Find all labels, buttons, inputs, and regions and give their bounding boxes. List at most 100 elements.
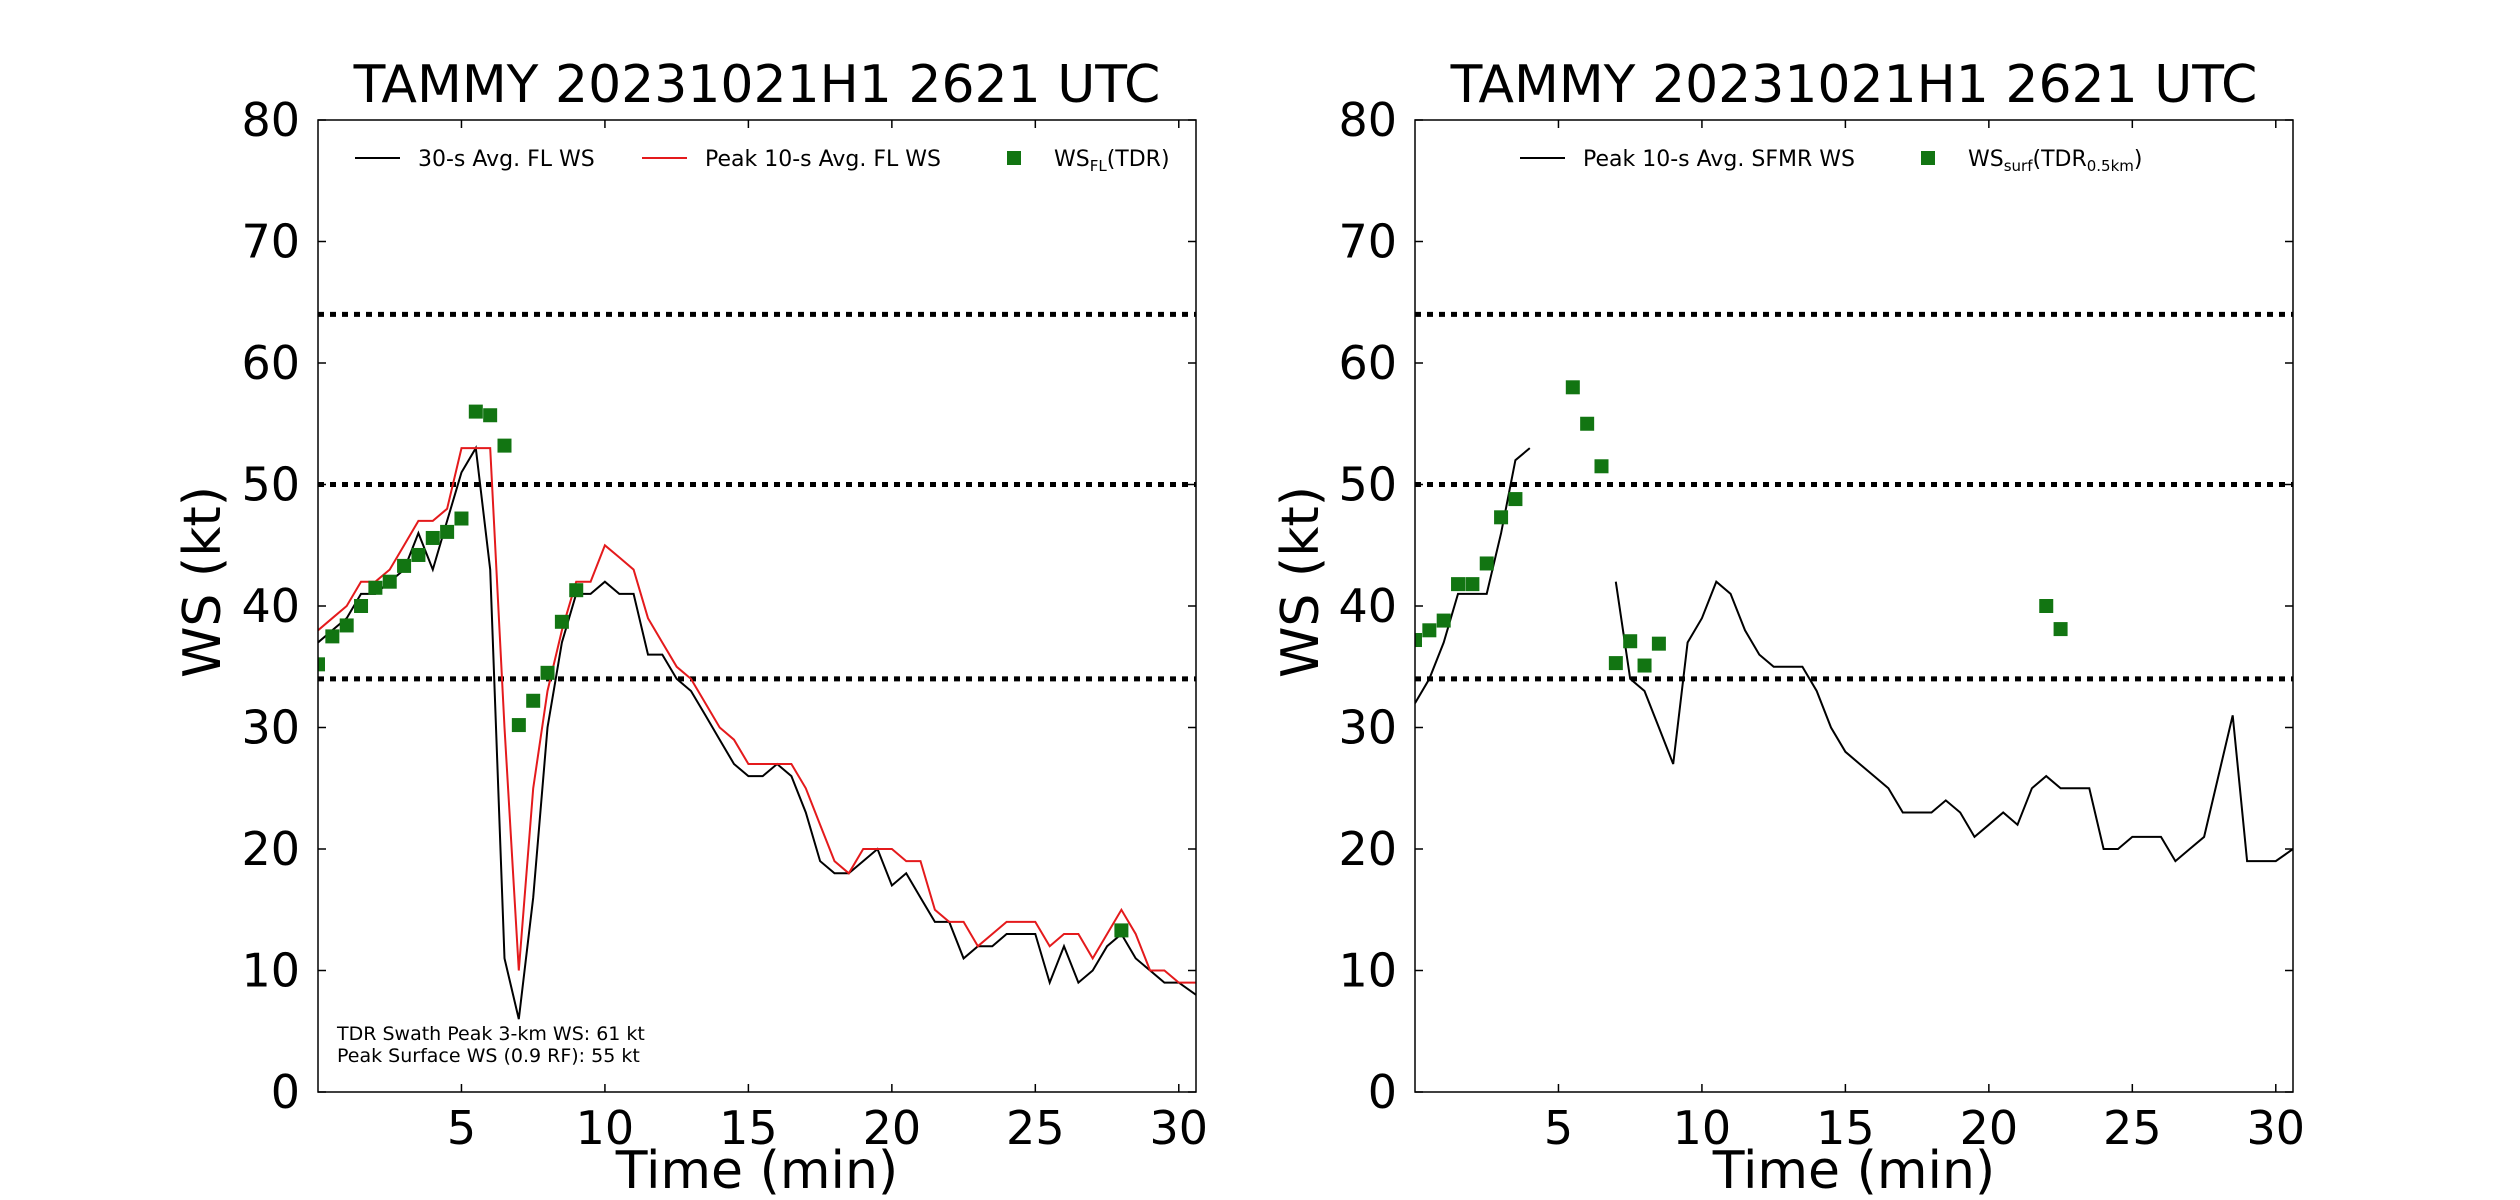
data-point <box>1651 636 1666 651</box>
legend-label-end: ) <box>2134 147 2143 172</box>
data-point <box>1415 633 1422 648</box>
data-point <box>511 718 526 733</box>
data-point <box>1637 658 1652 673</box>
series-line-1 <box>1614 580 2293 863</box>
data-point <box>382 574 397 589</box>
chart-title: TAMMY 20231021H1 2621 UTC <box>1450 55 2258 115</box>
data-point <box>1508 492 1523 507</box>
y-axis-label: WS (kt) <box>173 486 233 678</box>
legend-swatch-tdr-fl <box>1007 151 1021 165</box>
chart-legend: Peak 10-s Avg. SFMR WS WSsurf(TDR0.5km) <box>1520 147 2143 175</box>
x-tick-label: 15 <box>719 1101 778 1155</box>
chart-panel-right: TAMMY 20231021H1 2621 UTC Time (min) WS … <box>1271 55 2305 1200</box>
x-tick-label: 25 <box>2103 1101 2162 1155</box>
legend-label-fl-30s: 30-s Avg. FL WS <box>418 147 595 172</box>
data-point <box>339 618 354 633</box>
x-tick-label: 10 <box>576 1101 635 1155</box>
y-tick-label: 20 <box>1338 822 1397 876</box>
chart-panel-left: TAMMY 20231021H1 2621 UTC Time (min) WS … <box>173 55 1208 1200</box>
y-tick-label: 50 <box>1338 458 1397 512</box>
data-point <box>1479 556 1494 571</box>
data-point <box>569 583 584 598</box>
legend-label-sub: FL <box>1090 157 1108 175</box>
axis-ticks: 5 10 15 20 25 30 0 10 20 30 40 50 60 70 80 <box>241 93 1208 1155</box>
data-point <box>1451 577 1466 592</box>
legend-label-main: WS <box>1968 147 2004 172</box>
x-axis-label: Time (min) <box>1712 1141 1995 1200</box>
legend-label-main: WS <box>1054 147 1090 172</box>
data-point <box>1608 656 1623 671</box>
x-tick-label: 30 <box>2247 1101 2306 1155</box>
series-markers-2 <box>1415 380 2068 673</box>
y-tick-label: 80 <box>241 93 300 147</box>
x-tick-label: 15 <box>1816 1101 1875 1155</box>
data-point <box>468 404 483 419</box>
data-point <box>540 665 555 680</box>
y-tick-label: 40 <box>1338 579 1397 633</box>
x-axis-label: Time (min) <box>615 1141 898 1200</box>
y-tick-label: 40 <box>241 579 300 633</box>
data-point <box>2053 622 2068 637</box>
y-tick-label: 10 <box>1338 944 1397 998</box>
y-tick-label: 50 <box>241 458 300 512</box>
legend-label-sub2: 0.5km <box>2087 157 2134 175</box>
data-point <box>397 558 412 573</box>
x-tick-label: 10 <box>1673 1101 1732 1155</box>
data-point <box>2039 599 2054 613</box>
x-tick-label: 25 <box>1006 1101 1065 1155</box>
data-point <box>483 408 498 423</box>
y-axis-label: WS (kt) <box>1271 486 1331 678</box>
chart-legend: 30-s Avg. FL WS Peak 10-s Avg. FL WS WSF… <box>355 147 1170 175</box>
legend-label-tdr-fl: WSFL(TDR) <box>1054 147 1170 175</box>
data-point <box>1580 416 1595 431</box>
data-point <box>1494 510 1509 525</box>
chart-title: TAMMY 20231021H1 2621 UTC <box>353 55 1161 115</box>
legend-label-sub: surf <box>2004 157 2033 175</box>
data-point <box>440 524 455 539</box>
series-line-1 <box>318 447 1196 984</box>
legend-label-rest: (TDR <box>2033 147 2087 172</box>
data-point <box>368 580 383 595</box>
data-point <box>1594 459 1609 474</box>
series-line-0 <box>1415 447 1531 704</box>
y-tick-label: 0 <box>271 1065 300 1119</box>
annotation-peak-surface: Peak Surface WS (0.9 RF): 55 kt <box>337 1045 640 1067</box>
data-point <box>325 629 340 644</box>
y-tick-label: 70 <box>241 215 300 269</box>
y-tick-label: 70 <box>1338 215 1397 269</box>
data-point <box>354 599 369 613</box>
y-tick-label: 30 <box>241 701 300 755</box>
y-tick-label: 60 <box>1338 336 1397 390</box>
data-point <box>1565 380 1580 395</box>
plot-area <box>1415 311 2293 863</box>
legend-swatch-tdr-surf <box>1921 151 1935 165</box>
y-tick-label: 20 <box>241 822 300 876</box>
y-tick-label: 0 <box>1368 1065 1397 1119</box>
legend-label-tdr-surf: WSsurf(TDR0.5km) <box>1968 147 2143 175</box>
data-point <box>526 693 541 708</box>
y-tick-label: 30 <box>1338 701 1397 755</box>
x-tick-label: 20 <box>863 1101 922 1155</box>
plot-area <box>318 311 1196 1020</box>
x-tick-label: 5 <box>447 1101 476 1155</box>
data-point <box>318 657 325 672</box>
series-line-0 <box>318 445 1196 1020</box>
data-point <box>411 547 426 562</box>
annotation-tdr-swath-peak: TDR Swath Peak 3-km WS: 61 kt <box>336 1023 645 1045</box>
data-point <box>1422 623 1437 638</box>
legend-label-fl-peak: Peak 10-s Avg. FL WS <box>705 147 941 172</box>
y-tick-label: 10 <box>241 944 300 998</box>
legend-label-sfmr-peak: Peak 10-s Avg. SFMR WS <box>1583 147 1855 172</box>
data-point <box>1114 923 1129 938</box>
data-point <box>497 438 512 453</box>
data-point <box>1436 613 1451 628</box>
series-markers-2 <box>318 404 1129 938</box>
x-tick-label: 5 <box>1544 1101 1573 1155</box>
axis-ticks: 5 10 15 20 25 30 0 10 20 30 40 50 60 70 80 <box>1338 93 2305 1155</box>
data-point <box>454 511 469 526</box>
data-point <box>425 530 440 545</box>
data-point <box>1623 634 1638 649</box>
data-point <box>1465 577 1480 592</box>
